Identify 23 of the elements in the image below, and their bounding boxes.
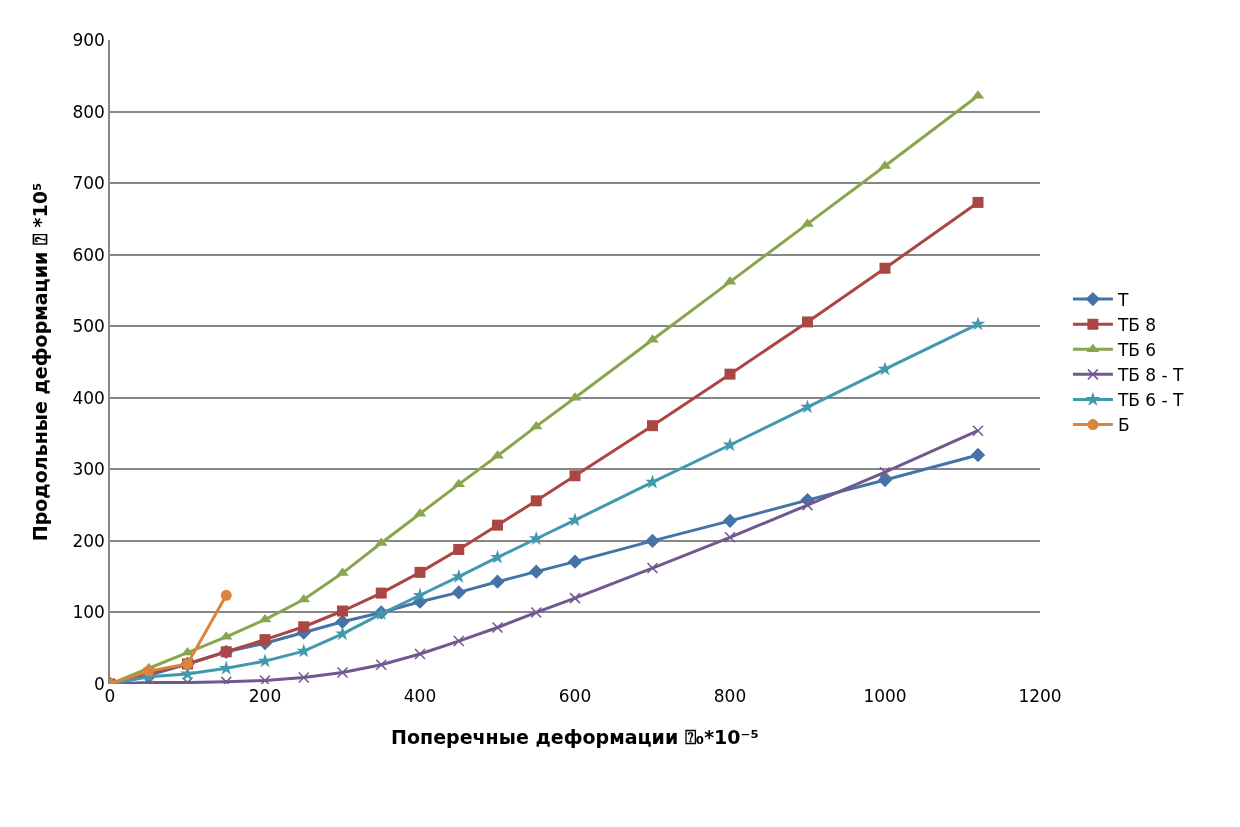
y-tick-label: 700 <box>72 173 105 194</box>
y-tick-label: 200 <box>72 530 105 551</box>
y-tick-label: 900 <box>72 29 105 50</box>
y-tick-label: 600 <box>72 244 105 265</box>
legend-label: ТБ 6 <box>1116 339 1157 360</box>
x-tick-label: 600 <box>558 686 592 706</box>
legend-label: ТБ 8 <box>1116 314 1157 335</box>
x-tick-label: 800 <box>713 686 747 706</box>
y-axis-title: Продольные деформации ⍰ *10⁵ <box>28 182 51 542</box>
legend-label: Т <box>1116 289 1129 310</box>
x-axis-title: Поперечные деформации ⍰₀*10⁻⁵ <box>391 725 759 748</box>
y-tick-label: 100 <box>72 602 105 623</box>
legend-label: ТБ 6 - Т <box>1116 390 1185 411</box>
x-tick-label: 1200 <box>1018 686 1062 706</box>
x-tick-label: 200 <box>248 686 282 706</box>
x-tick-label: 400 <box>403 686 437 706</box>
legend-label: Б <box>1117 415 1130 436</box>
x-tick-label: 1000 <box>863 686 907 706</box>
y-tick-label: 500 <box>72 316 105 337</box>
y-tick-label: 300 <box>72 459 105 480</box>
legend-label: ТБ 8 - Т <box>1116 364 1185 385</box>
y-tick-label: 800 <box>72 101 105 122</box>
y-tick-label: 400 <box>72 387 105 408</box>
